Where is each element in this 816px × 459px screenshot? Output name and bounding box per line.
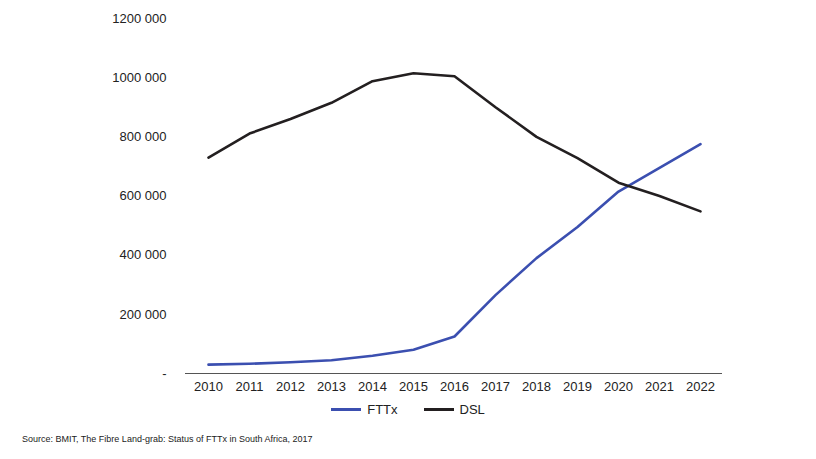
html-text:FTTx: FTTx: [367, 401, 398, 417]
html-text:DSL: DSL: [459, 401, 485, 417]
svg-text:2012: 2012: [276, 379, 305, 394]
svg-text:2016: 2016: [440, 379, 469, 394]
svg-text:2010: 2010: [194, 379, 223, 394]
svg-text:2020: 2020: [604, 379, 633, 394]
svg-text:1200 000: 1200 000: [112, 11, 166, 26]
svg-text:400 000: 400 000: [120, 247, 167, 262]
svg-text:2013: 2013: [317, 379, 346, 394]
svg-text:200 000: 200 000: [120, 306, 167, 321]
svg-text:800 000: 800 000: [120, 129, 167, 144]
svg-text:2011: 2011: [236, 379, 264, 394]
svg-text:2022: 2022: [686, 379, 715, 394]
svg-text:-: -: [162, 366, 166, 381]
svg-text:2018: 2018: [522, 379, 551, 394]
svg-text:1000 000: 1000 000: [112, 70, 166, 85]
html-text:Source: BMIT, The Fibre Land-g: Source: BMIT, The Fibre Land-grab: Statu…: [22, 434, 313, 444]
svg-text:2014: 2014: [358, 379, 387, 394]
svg-text:2015: 2015: [399, 379, 428, 394]
svg-text:2019: 2019: [563, 379, 592, 394]
svg-text:600 000: 600 000: [120, 188, 167, 203]
svg-text:2017: 2017: [481, 379, 510, 394]
svg-text:2021: 2021: [645, 379, 674, 394]
